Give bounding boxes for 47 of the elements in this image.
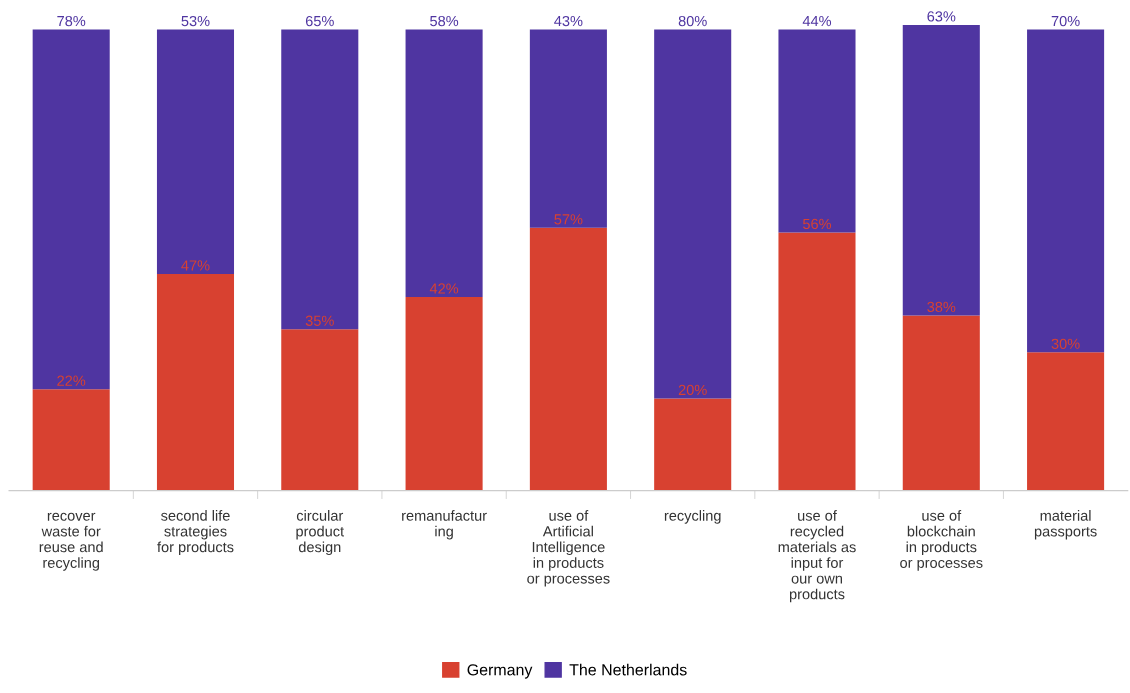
data-label: 20% <box>678 384 707 396</box>
bar <box>778 232 856 491</box>
bar <box>529 29 607 228</box>
x-tick-label: recycling <box>664 510 721 524</box>
data-label: 80% <box>678 15 707 27</box>
bar <box>902 315 980 491</box>
bar <box>156 273 235 491</box>
data-label: 57% <box>554 214 583 225</box>
x-tick-label: remanufactur ing <box>402 510 487 540</box>
bar <box>405 296 483 491</box>
bar <box>902 24 980 316</box>
data-label: 35% <box>305 315 334 326</box>
bar <box>281 329 359 491</box>
bar <box>405 29 483 297</box>
data-label: 53% <box>181 15 210 27</box>
x-tick-label: circular product design <box>296 510 345 556</box>
data-label: 44% <box>802 15 832 27</box>
bar <box>281 29 359 330</box>
x-tick-label: use of blockchain in products or processes <box>900 510 983 571</box>
bar <box>32 389 110 491</box>
data-label: 65% <box>305 15 334 27</box>
data-label: 22% <box>57 375 86 386</box>
data-label: 42% <box>429 283 459 294</box>
data-label: 56% <box>802 218 832 230</box>
bar <box>156 29 235 274</box>
x-tick-label: use of Artificial Intelligence in products or processes <box>527 510 610 587</box>
bar <box>32 29 110 390</box>
bar <box>778 29 856 233</box>
bar <box>1027 352 1105 491</box>
data-label: 70% <box>1051 15 1080 27</box>
bar <box>1027 29 1105 353</box>
legend-label: The Netherlands <box>569 663 687 676</box>
data-label: 43% <box>554 15 583 27</box>
x-tick-label: second life strategies for products <box>157 510 234 556</box>
data-label: 30% <box>1051 338 1080 349</box>
bar <box>529 227 607 491</box>
x-tick-label: use of recycled materials as input for our own products <box>778 510 856 603</box>
data-label: 78% <box>57 15 86 27</box>
data-label: 58% <box>430 15 459 27</box>
bar <box>654 29 732 399</box>
x-tick-label: recover waste for reuse and recycling <box>39 512 103 571</box>
bar <box>654 398 732 491</box>
data-label: 47% <box>181 260 210 271</box>
data-label: 63% <box>927 11 956 22</box>
x-tick-label: material passports <box>1034 510 1097 540</box>
legend-label: Germany <box>467 664 533 679</box>
data-label: 38% <box>927 301 956 313</box>
